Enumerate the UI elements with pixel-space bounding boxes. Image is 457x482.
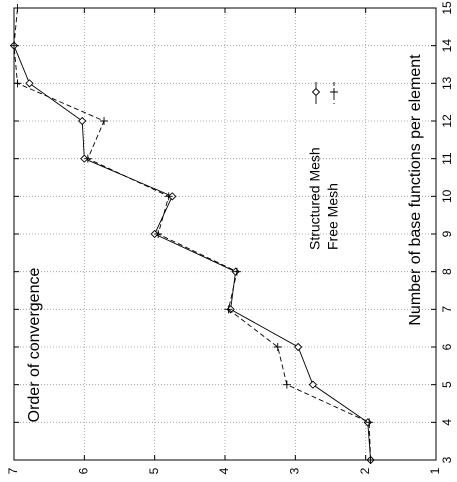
y-tick-label: 6	[77, 467, 91, 474]
x-tick-label: 4	[440, 419, 454, 426]
data-point-diamond	[308, 380, 318, 389]
x-tick-label: 13	[440, 76, 454, 90]
legend-marker-plus	[330, 88, 338, 96]
data-point-diamond	[25, 79, 34, 88]
data-point-plus	[13, 79, 22, 88]
data-point-plus	[13, 4, 22, 12]
data-point-plus	[224, 305, 233, 314]
grid-lines	[14, 8, 436, 460]
y-tick-label: 7	[6, 467, 20, 474]
y-axis-label: Order of convergence	[26, 268, 43, 423]
x-axis-label: Number of base functions per element	[407, 54, 424, 326]
legend: Structured Mesh Free Mesh	[307, 82, 341, 250]
y-tick-label: 5	[147, 467, 161, 474]
legend-item: Structured Mesh	[307, 82, 323, 250]
x-tick-label: 15	[440, 1, 454, 15]
x-tick-label: 14	[440, 39, 454, 53]
data-point-plus	[10, 41, 18, 50]
data-point-plus	[232, 267, 241, 276]
x-tick-label: 9	[440, 230, 454, 237]
data-point-plus	[366, 456, 375, 464]
data-point-plus	[100, 117, 109, 125]
legend-marker-diamond	[311, 87, 321, 97]
y-tick-label: 2	[358, 467, 372, 474]
series-layer	[9, 4, 375, 465]
series-group	[10, 4, 375, 464]
y-tick-label: 3	[288, 467, 302, 474]
data-point-plus	[83, 154, 92, 163]
x-tick-label: 10	[440, 189, 454, 203]
legend-item: Free Mesh	[325, 82, 341, 250]
x-tick-label: 12	[440, 114, 454, 128]
y-tick-label: 1	[428, 467, 442, 474]
x-tick-label: 7	[440, 306, 454, 313]
x-tick-label: 5	[440, 381, 454, 388]
x-tick-label: 8	[440, 268, 454, 275]
legend-label: Structured Mesh	[307, 147, 323, 250]
data-point-plus	[154, 230, 163, 238]
series-group	[9, 41, 375, 465]
data-point-plus	[365, 418, 374, 427]
y-tick-label: 4	[217, 467, 231, 474]
series-line	[13, 45, 372, 461]
legend-label: Free Mesh	[325, 183, 341, 250]
data-point-diamond	[294, 342, 303, 352]
data-point-plus	[273, 343, 282, 351]
data-point-plus	[282, 380, 291, 389]
x-tick-label: 6	[440, 343, 454, 350]
x-tick-label: 3	[440, 456, 454, 463]
x-tick-label: 11	[440, 152, 454, 165]
data-point-diamond	[78, 116, 87, 126]
data-point-plus	[164, 192, 173, 201]
